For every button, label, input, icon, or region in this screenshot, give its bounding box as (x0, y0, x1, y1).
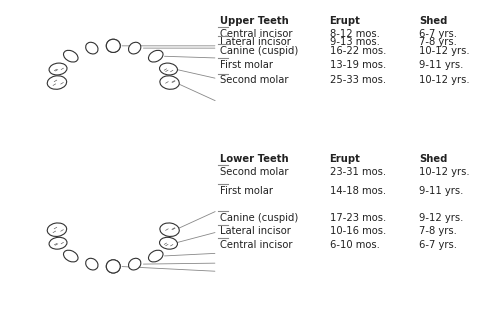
Ellipse shape (64, 250, 78, 262)
Text: Lateral incisor: Lateral incisor (220, 226, 291, 236)
Text: Shed: Shed (419, 154, 448, 164)
Text: Erupt: Erupt (330, 154, 360, 164)
Ellipse shape (49, 237, 67, 249)
Text: Erupt: Erupt (330, 16, 360, 26)
Ellipse shape (160, 76, 180, 89)
Text: 9-13 mos.: 9-13 mos. (330, 37, 380, 47)
Text: 10-16 mos.: 10-16 mos. (330, 226, 386, 236)
Ellipse shape (160, 63, 178, 75)
Text: First molar: First molar (220, 186, 273, 196)
Ellipse shape (148, 250, 163, 262)
Text: 13-19 mos.: 13-19 mos. (330, 60, 386, 70)
Text: 9-12 yrs.: 9-12 yrs. (419, 213, 464, 223)
Text: Lateral incisor: Lateral incisor (220, 37, 291, 47)
Text: Second molar: Second molar (220, 167, 288, 177)
Ellipse shape (106, 260, 120, 273)
Text: Central incisor: Central incisor (220, 29, 292, 39)
Ellipse shape (64, 50, 78, 62)
Text: 9-11 yrs.: 9-11 yrs. (419, 60, 464, 70)
Text: 9-11 yrs.: 9-11 yrs. (419, 186, 464, 196)
Ellipse shape (106, 39, 120, 52)
Ellipse shape (49, 63, 67, 75)
Ellipse shape (148, 50, 163, 62)
Ellipse shape (106, 260, 120, 273)
Ellipse shape (128, 42, 141, 54)
Text: 16-22 mos.: 16-22 mos. (330, 46, 386, 56)
Text: 6-7 yrs.: 6-7 yrs. (419, 29, 457, 39)
Text: 23-31 mos.: 23-31 mos. (330, 167, 386, 177)
Ellipse shape (86, 42, 98, 54)
Text: First molar: First molar (220, 60, 273, 70)
Ellipse shape (128, 258, 141, 270)
Ellipse shape (86, 258, 98, 270)
Text: 10-12 yrs.: 10-12 yrs. (419, 46, 470, 56)
Text: 7-8 yrs.: 7-8 yrs. (419, 37, 457, 47)
Text: Canine (cuspid): Canine (cuspid) (220, 46, 298, 56)
Text: Canine (cuspid): Canine (cuspid) (220, 213, 298, 223)
Text: 6-7 yrs.: 6-7 yrs. (419, 240, 457, 250)
Text: 7-8 yrs.: 7-8 yrs. (419, 226, 457, 236)
Text: 10-12 yrs.: 10-12 yrs. (419, 167, 470, 177)
Text: Second molar: Second molar (220, 75, 288, 85)
Text: 14-18 mos.: 14-18 mos. (330, 186, 386, 196)
Ellipse shape (160, 223, 180, 236)
Ellipse shape (160, 237, 178, 249)
Ellipse shape (47, 223, 66, 236)
Text: 17-23 mos.: 17-23 mos. (330, 213, 386, 223)
Text: 6-10 mos.: 6-10 mos. (330, 240, 380, 250)
Text: 10-12 yrs.: 10-12 yrs. (419, 75, 470, 85)
Ellipse shape (106, 39, 120, 52)
Text: 8-12 mos.: 8-12 mos. (330, 29, 380, 39)
Text: Upper Teeth: Upper Teeth (220, 16, 289, 26)
Text: Lower Teeth: Lower Teeth (220, 154, 289, 164)
Text: Central incisor: Central incisor (220, 240, 292, 250)
Ellipse shape (47, 76, 66, 89)
Text: Shed: Shed (419, 16, 448, 26)
Text: 25-33 mos.: 25-33 mos. (330, 75, 386, 85)
